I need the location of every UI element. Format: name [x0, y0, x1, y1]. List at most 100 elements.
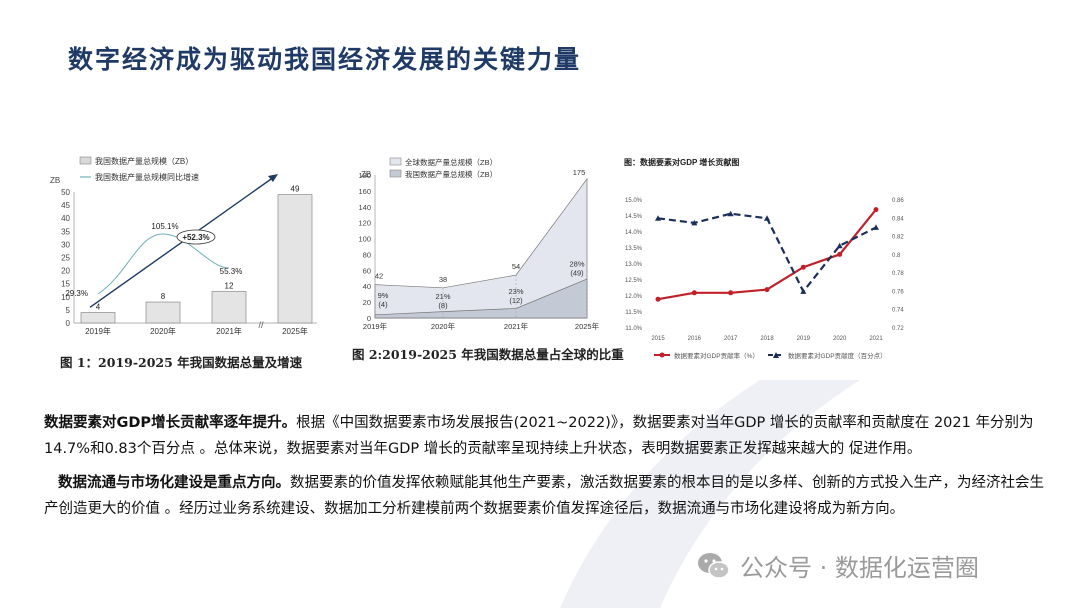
growth-rate-label: 105.1% — [151, 222, 178, 231]
y-tick-label: 40 — [61, 214, 70, 223]
chart3-title: 图：数据要素对GDP 增长贡献图 — [624, 157, 739, 167]
contribution-degree-point — [764, 215, 770, 221]
growth-rate-label: 55.3% — [220, 267, 243, 276]
paragraph-1-lead: 数据要素对GDP增长贡献率逐年提升。 — [44, 415, 297, 431]
contribution-degree-point — [727, 210, 734, 217]
y-tick-label: 0 — [66, 319, 71, 328]
bar — [277, 194, 313, 324]
cagr-label: +52.3% — [182, 233, 209, 242]
y-tick-label: 180 — [358, 171, 371, 180]
global-value-label: 175 — [573, 168, 586, 177]
chart1-axes: 0 5 10 15 20 25 30 35 40 45 50 2019年 2020年 2021年 2025年… — [61, 188, 317, 336]
contribution-degree-line — [657, 212, 877, 294]
legend-red-label: 数据要素对GDP贡献率（%） — [674, 351, 759, 360]
wechat-icon — [698, 552, 730, 579]
contribution-degree-point — [836, 242, 843, 249]
page-title: 数字经济成为驱动我国经济发展的关键力量 — [68, 45, 582, 74]
contribution-degree-point — [655, 215, 661, 221]
x-tick-label: 2020 — [833, 336, 847, 342]
share-label: 23% — [508, 287, 523, 296]
share-label: 21% — [435, 292, 450, 301]
chart-data-volume: 我国数据产量总规模（ZB） 我国数据产量总规模同比增速 ZB 0 5 10 15 20 2… — [42, 150, 322, 340]
legend-line-label: 我国数据产量总规模同比增速 — [95, 172, 199, 182]
left-tick-label: 13.0% — [625, 262, 643, 268]
y-tick-label: 10 — [61, 293, 70, 302]
legend-blue-marker — [773, 352, 779, 358]
x-tick-label: 2021年 — [216, 326, 242, 336]
chart-gdp-contribution: 图：数据要素对GDP 增长贡献图 11.0% 11.5% 12.0% 12.5% 13.… — [618, 150, 923, 365]
left-tick-label: 14.0% — [625, 230, 643, 236]
cagr-badge — [176, 229, 216, 245]
legend-bar-swatch — [79, 156, 92, 165]
legend-total-swatch — [389, 157, 402, 166]
y-tick-label: 20 — [363, 298, 371, 307]
body-text: 数据要素对GDP增长贡献率逐年提升。根据《中国数据要素市场发展报告(2021~2… — [44, 410, 1044, 522]
x-tick-label: 2025年 — [282, 326, 308, 336]
y-tick-label: 80 — [363, 250, 371, 259]
contribution-rate-point — [873, 207, 879, 213]
x-tick-label: 2021 — [869, 336, 883, 342]
trend-arrowhead — [268, 174, 278, 182]
y-tick-label: 5 — [66, 306, 71, 315]
legend-china-label: 我国数据产量总规模（ZB） — [405, 169, 497, 179]
chart2-axes: 0 20 40 60 80 100 120 140 160 180 2019年 2020年 2021年 2… — [358, 171, 599, 331]
y-tick-label: 35 — [61, 227, 70, 236]
x-tick-label: 2017 — [724, 336, 738, 342]
right-tick-label: 0.86 — [892, 198, 904, 204]
china-value-label: (12) — [509, 296, 523, 305]
chart-global-share: 全球数据产量总规模（ZB） 我国数据产量总规模（ZB） ZB 0 20 40 60 80… — [355, 150, 605, 335]
x-tick-label: 2019 — [797, 336, 811, 342]
watermark-text: 公众号 · 数据化运营圈 — [740, 554, 979, 582]
contribution-rate-point — [655, 296, 661, 302]
y-tick-label: 140 — [358, 203, 371, 212]
legend-bar-label: 我国数据产量总规模（ZB） — [95, 156, 193, 166]
contribution-degree-point — [800, 288, 807, 294]
x-tick-label: 2016 — [688, 336, 702, 342]
x-tick-label: 2020年 — [150, 326, 176, 336]
left-tick-label: 11.5% — [625, 310, 642, 316]
chart1-bars: 4 8 12 49 — [80, 185, 313, 324]
chart2-svg: 全球数据产量总规模（ZB） 我国数据产量总规模（ZB） ZB 0 20 40 60 80… — [358, 157, 599, 331]
paragraph-1-text: 根据《中国数据要素市场发展报告(2021~2022)》，数据要素对当年GDP 增… — [44, 415, 1034, 457]
chart3-axes: 11.0% 11.5% 12.0% 12.5% 13.0% 13.5% 14.0% 14.5%… — [625, 198, 904, 342]
legend-total-label: 全球数据产量总规模（ZB） — [405, 157, 497, 167]
right-tick-label: 0.74 — [892, 308, 904, 314]
left-tick-label: 12.5% — [625, 278, 643, 284]
contribution-rate-point — [691, 290, 697, 296]
legend-blue-label: 数据要素对GDP贡献度（百分点） — [788, 351, 887, 360]
bar-value-label: 4 — [96, 303, 101, 312]
bar — [211, 291, 247, 324]
y-tick-label: 30 — [61, 240, 70, 249]
share-label: 28% — [569, 259, 584, 268]
china-value-label: (8) — [438, 301, 448, 310]
y-tick-label: 15 — [61, 280, 70, 289]
paragraph-2-lead: 数据流通与市场化建设是重点方向。 — [58, 475, 290, 491]
chart2-caption: 图 2:2019-2025 年我国数据总量占全球的比重 — [352, 347, 624, 362]
growth-rate-line — [97, 233, 230, 295]
right-tick-label: 0.84 — [892, 216, 904, 222]
y-tick-label: 0 — [367, 314, 371, 323]
global-value-label: 54 — [512, 262, 520, 271]
contribution-rate-point — [764, 287, 770, 293]
bar-value-label: 12 — [225, 282, 234, 291]
y-tick-label: 25 — [61, 254, 70, 263]
chart1-caption: 图 1：2019-2025 年我国数据总量及增速 — [60, 355, 303, 370]
left-tick-label: 11.0% — [625, 326, 642, 332]
y-tick-label: 50 — [61, 188, 70, 197]
x-tick-label: 2025年 — [575, 321, 600, 331]
china-value-label: (49) — [570, 268, 584, 277]
right-tick-label: 0.76 — [892, 289, 904, 295]
x-tick-label: 2018 — [760, 336, 774, 342]
paragraph-1: 数据要素对GDP增长贡献率逐年提升。根据《中国数据要素市场发展报告(2021~2… — [44, 410, 1044, 462]
paragraph-2-text: 数据要素的价值发挥依赖赋能其他生产要素，激活数据要素的根本目的是以多样、创新的方… — [44, 475, 1044, 517]
watermark: 公众号 · 数据化运营圈 — [696, 548, 979, 583]
y-tick-label: 160 — [358, 187, 371, 196]
contribution-degree-point — [873, 224, 879, 230]
china-value-label: (4) — [378, 300, 388, 309]
chart2-labels: 42 38 54 175 9%(4) 21%(8) 23%(12) 28%(49) — [375, 168, 585, 310]
y-tick-label: 40 — [363, 282, 371, 291]
x-tick-label: 2021年 — [504, 321, 529, 331]
x-tick-label: 2019年 — [85, 326, 111, 336]
x-tick-label: 2019年 — [363, 321, 388, 331]
y-tick-label: 20 — [61, 267, 70, 276]
